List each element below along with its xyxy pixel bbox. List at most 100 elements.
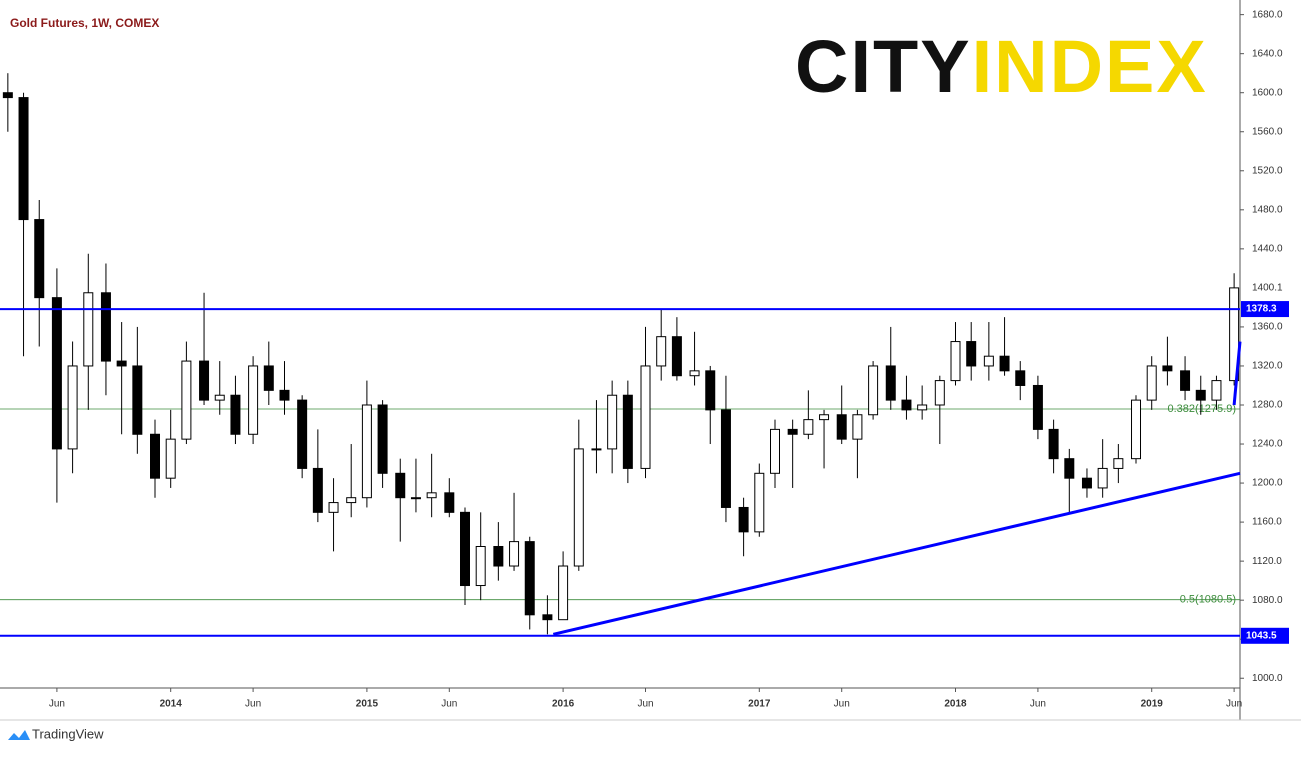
y-tick-label: 1160.0: [1252, 517, 1282, 528]
candle-body: [524, 541, 535, 616]
candle-body: [558, 565, 569, 621]
x-tick-label: 2017: [748, 699, 771, 710]
candle-body: [279, 389, 290, 401]
candle-body: [34, 219, 45, 299]
candle-body: [689, 370, 700, 377]
y-tick-label: 1480.0: [1252, 204, 1283, 215]
candle-body: [1032, 384, 1043, 430]
candle-body: [640, 365, 651, 469]
candle-body: [1015, 370, 1026, 386]
candle-body: [868, 365, 879, 416]
candle-body: [770, 428, 780, 474]
chart-title: Gold Futures, 1W, COMEX: [10, 16, 159, 30]
candle-body: [1195, 389, 1206, 401]
candle-body: [787, 428, 798, 435]
candle-body: [607, 394, 618, 450]
candle-body: [983, 355, 994, 367]
candle-body: [181, 360, 192, 440]
candle-body: [1146, 365, 1157, 401]
y-tick-label: 1200.0: [1252, 478, 1283, 489]
y-tick-label: 1600.0: [1252, 87, 1283, 98]
candle-body: [852, 414, 863, 440]
x-tick-label: Jun: [441, 699, 457, 710]
x-tick-label: Jun: [49, 699, 65, 710]
candle-body: [803, 419, 814, 435]
candle-body: [395, 472, 406, 499]
candle-body: [1081, 477, 1092, 489]
candle-body: [312, 467, 323, 513]
candle-body: [150, 433, 160, 479]
candle-body: [83, 292, 94, 367]
candle-body: [720, 409, 731, 508]
candle-body: [199, 360, 210, 401]
y-tick-label: 1560.0: [1252, 126, 1283, 137]
candle-body: [754, 472, 765, 533]
price-tag-label: 1378.3: [1246, 304, 1277, 315]
candle-body: [493, 545, 504, 567]
y-tick-label: 1640.0: [1252, 48, 1283, 59]
candle-body: [591, 448, 602, 451]
x-tick-label: 2018: [944, 699, 967, 710]
candle-body: [1097, 467, 1108, 489]
price-tag-label: 1043.5: [1246, 630, 1277, 641]
y-tick-label: 1520.0: [1252, 165, 1283, 176]
y-tick-label: 1320.0: [1252, 361, 1283, 372]
fib-label: 0.5(1080.5): [1180, 594, 1236, 606]
candle-body: [346, 497, 357, 504]
candle-body: [885, 365, 896, 401]
candle-body: [444, 492, 455, 513]
x-tick-label: 2014: [160, 699, 183, 710]
candle-body: [1162, 365, 1173, 372]
logo-left: CITY: [795, 25, 972, 108]
candle-body: [1064, 458, 1075, 479]
candle-body: [100, 292, 111, 362]
candle-body: [377, 404, 388, 474]
candle-body: [542, 614, 553, 621]
y-tick-label: 1080.0: [1252, 595, 1283, 606]
candle-body: [1211, 380, 1222, 401]
y-tick-label: 1280.0: [1252, 400, 1283, 411]
candle-body: [116, 360, 127, 367]
candle-body: [509, 541, 520, 567]
price-tag: [1241, 301, 1289, 318]
candle-body: [410, 497, 421, 500]
trend-line: [552, 471, 1241, 636]
candle-body: [51, 297, 62, 450]
last-price-label: 1400.1: [1252, 282, 1283, 293]
trend-line: [1232, 341, 1242, 406]
y-tick-label: 1360.0: [1252, 322, 1283, 333]
candle-body: [248, 365, 259, 435]
candle-body: [819, 414, 830, 421]
candle-body: [671, 336, 682, 377]
x-tick-label: Jun: [834, 699, 850, 710]
candle-body: [622, 394, 633, 469]
x-tick-label: 2016: [552, 699, 575, 710]
y-tick-label: 1120.0: [1252, 556, 1282, 567]
x-tick-label: Jun: [245, 699, 261, 710]
candle-body: [836, 414, 847, 440]
candle-body: [1229, 287, 1240, 382]
candle-body: [966, 341, 977, 367]
candle-body: [361, 404, 372, 499]
x-tick-label: Jun: [1030, 699, 1046, 710]
candle-body: [705, 370, 716, 411]
candle-body: [328, 502, 339, 513]
candle-body: [2, 92, 13, 99]
candle-body: [475, 545, 486, 587]
logo-right: INDEX: [972, 25, 1208, 108]
price-tag: [1241, 627, 1289, 644]
candle-body: [18, 97, 29, 221]
candle-body: [165, 438, 176, 479]
candle-body: [230, 394, 241, 435]
x-tick-label: 2015: [356, 699, 379, 710]
x-tick-label: Jun: [637, 699, 653, 710]
candle-body: [999, 355, 1010, 372]
footer-icon: [8, 730, 30, 740]
y-tick-label: 1440.0: [1252, 243, 1283, 254]
candle-body: [460, 511, 470, 587]
candle-body: [934, 380, 945, 406]
candle-body: [132, 365, 143, 435]
footer-brand[interactable]: TradingView: [32, 726, 104, 741]
y-tick-label: 1000.0: [1252, 673, 1283, 684]
